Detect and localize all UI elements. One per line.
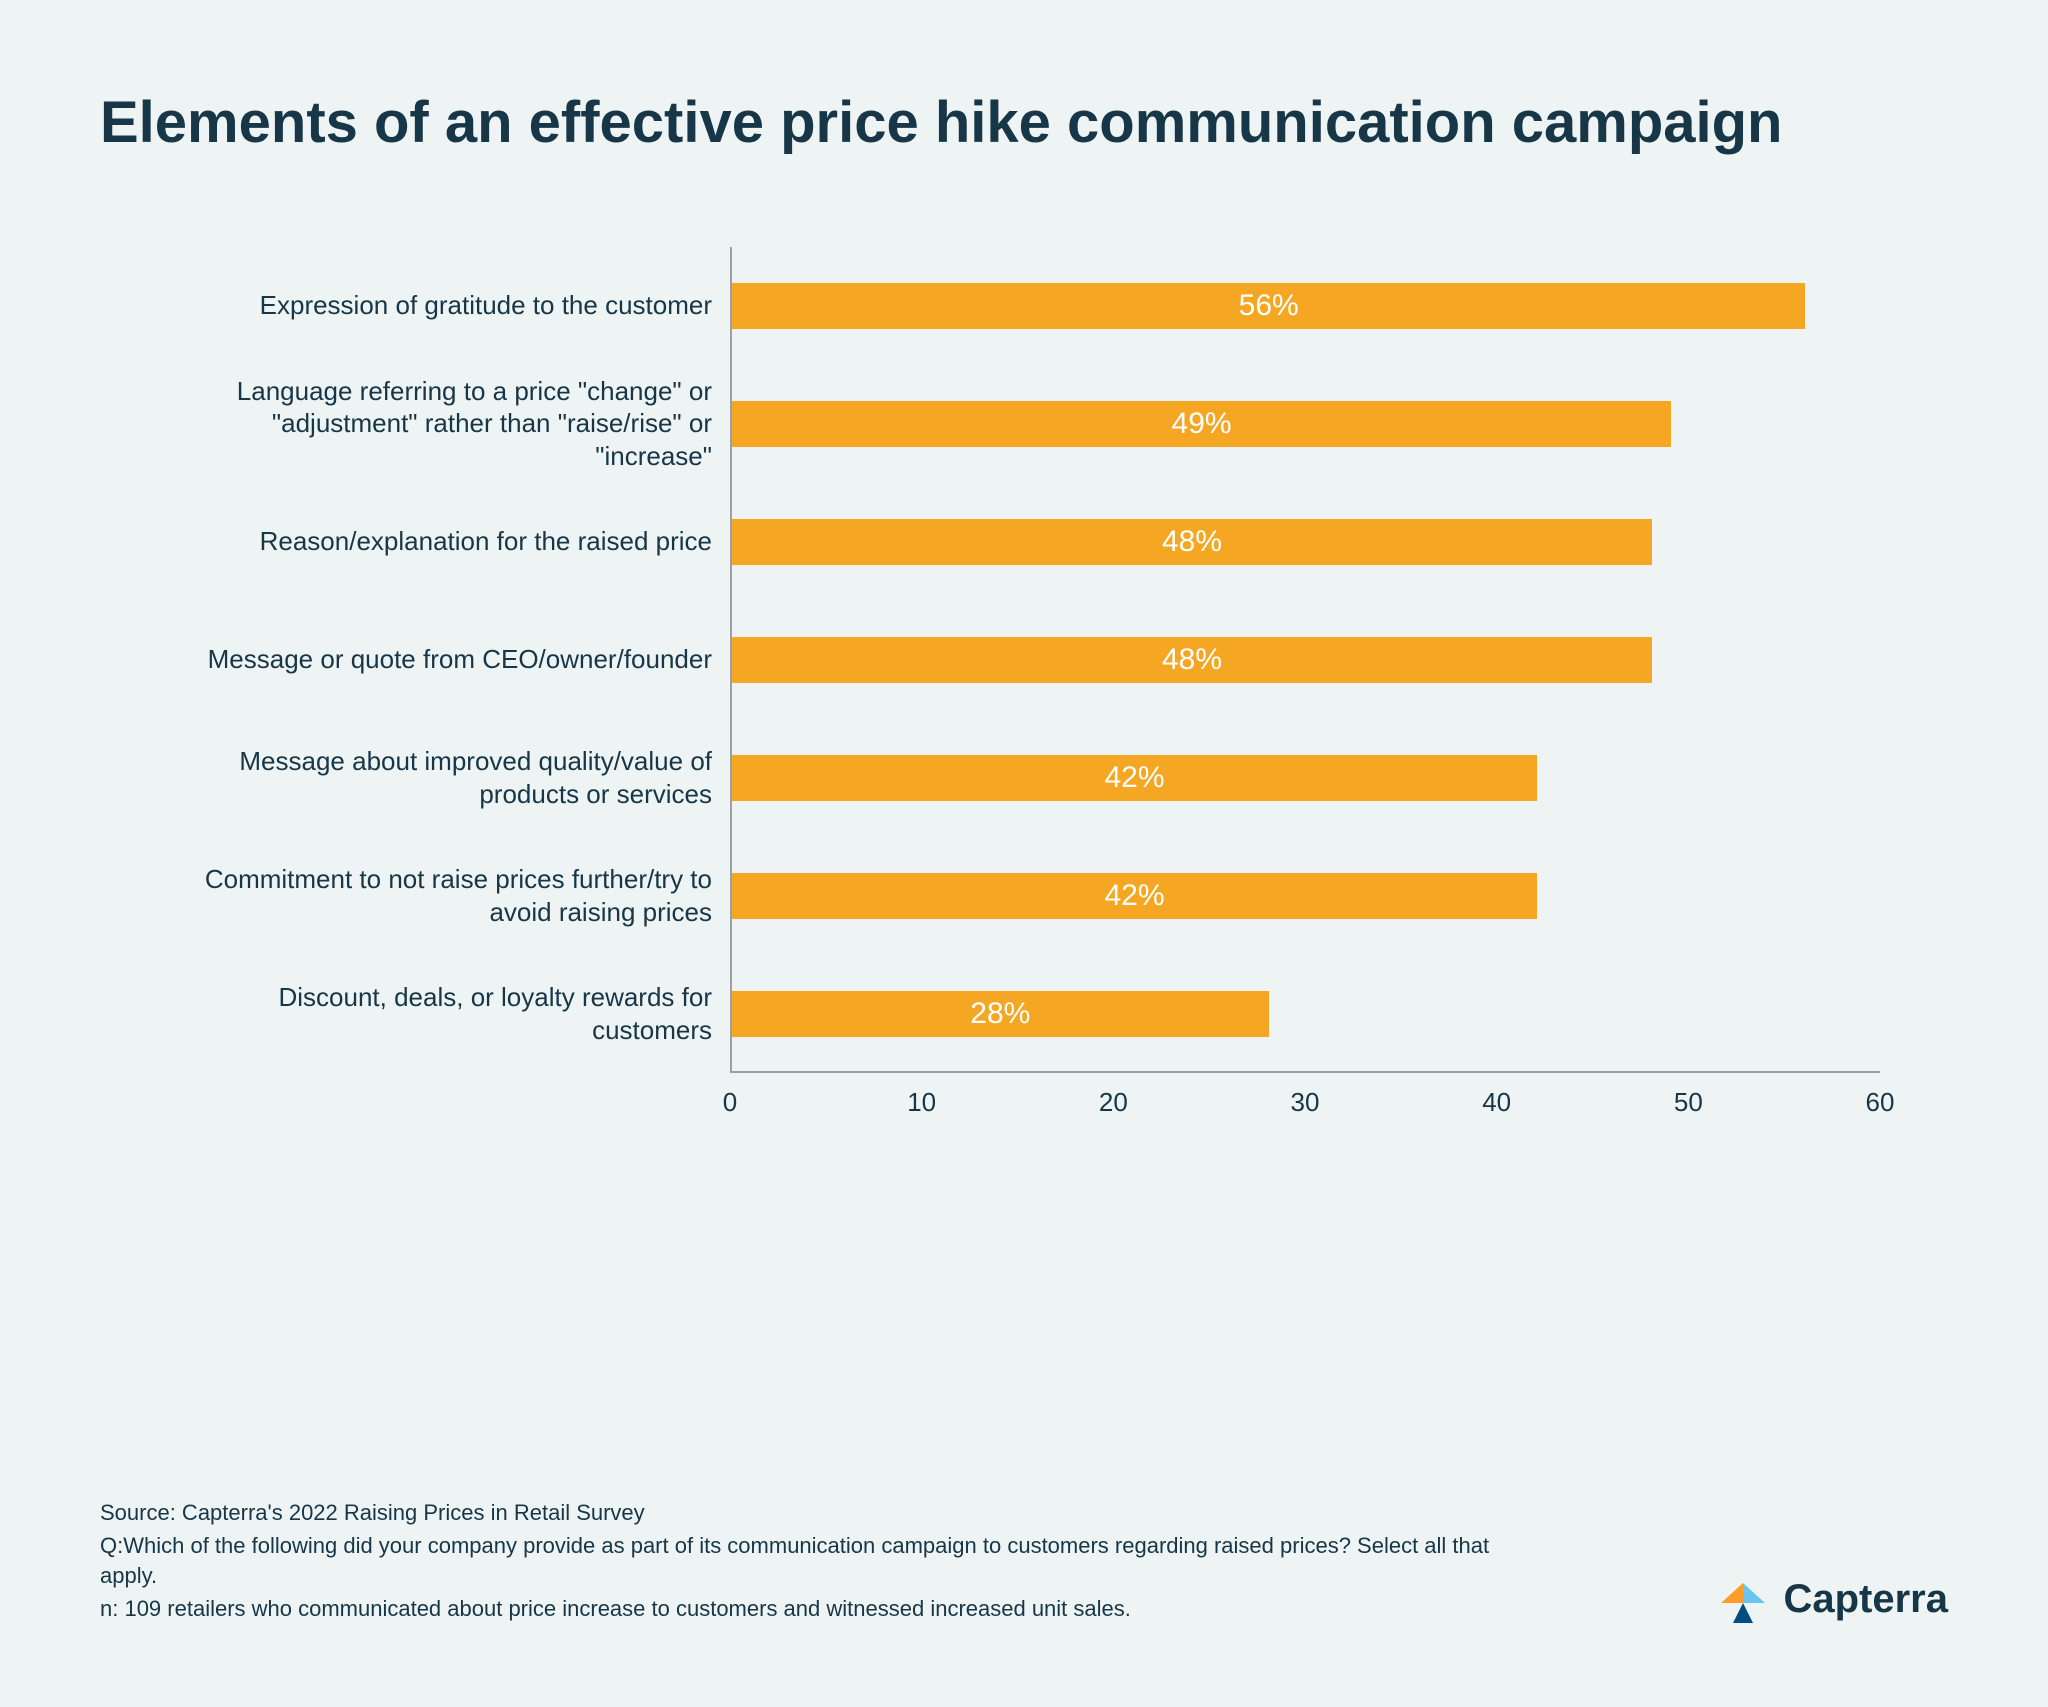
- x-tick-label: 60: [1866, 1087, 1895, 1118]
- plot-column: 56%49%48%48%42%42%28% 0102030405060: [730, 247, 1880, 1123]
- footnote-source: Source: Capterra's 2022 Raising Prices i…: [100, 1498, 1500, 1529]
- logo-text: Capterra: [1783, 1577, 1948, 1622]
- bar: 28%: [732, 991, 1269, 1037]
- category-label-text: Language referring to a price "change" o…: [170, 375, 712, 473]
- category-label: Discount, deals, or loyalty rewards for …: [170, 955, 730, 1073]
- bar-slot: 28%: [732, 955, 1880, 1073]
- category-label: Expression of gratitude to the customer: [170, 247, 730, 365]
- bar: 42%: [732, 755, 1537, 801]
- bar: 48%: [732, 637, 1652, 683]
- category-label: Message or quote from CEO/owner/founder: [170, 601, 730, 719]
- plot-area: 56% 49% 48% 48% 42% 42% 28%: [730, 247, 1880, 1073]
- bar-slot: 42%: [732, 719, 1880, 837]
- x-tick-label: 0: [723, 1087, 737, 1118]
- bar-slot: 49%: [732, 365, 1880, 483]
- category-label: Commitment to not raise prices further/t…: [170, 837, 730, 955]
- footnotes: Source: Capterra's 2022 Raising Prices i…: [100, 1498, 1500, 1627]
- x-tick-label: 20: [1099, 1087, 1128, 1118]
- bar-value-label: 56%: [1239, 289, 1299, 323]
- x-tick-label: 30: [1291, 1087, 1320, 1118]
- category-label: Reason/explanation for the raised price: [170, 483, 730, 601]
- category-label-text: Expression of gratitude to the customer: [260, 289, 712, 322]
- footnote-n: n: 109 retailers who communicated about …: [100, 1594, 1500, 1625]
- x-tick-label: 10: [907, 1087, 936, 1118]
- bar-slot: 48%: [732, 601, 1880, 719]
- bar-slot: 48%: [732, 483, 1880, 601]
- category-label: Language referring to a price "change" o…: [170, 365, 730, 483]
- bar-value-label: 48%: [1162, 643, 1222, 677]
- bar-value-label: 49%: [1172, 407, 1232, 441]
- category-label-text: Message about improved quality/value of …: [170, 745, 712, 810]
- footer: Source: Capterra's 2022 Raising Prices i…: [100, 1498, 1948, 1627]
- category-label-text: Commitment to not raise prices further/t…: [170, 863, 712, 928]
- logo: Capterra: [1715, 1571, 1948, 1627]
- bar-slot: 42%: [732, 837, 1880, 955]
- category-label: Message about improved quality/value of …: [170, 719, 730, 837]
- bar: 42%: [732, 873, 1537, 919]
- bar: 56%: [732, 283, 1805, 329]
- bar-value-label: 42%: [1104, 761, 1164, 795]
- x-tick-label: 40: [1482, 1087, 1511, 1118]
- category-label-text: Discount, deals, or loyalty rewards for …: [170, 981, 712, 1046]
- category-label-text: Reason/explanation for the raised price: [260, 525, 712, 558]
- chart-container: Expression of gratitude to the customer L…: [170, 247, 1948, 1123]
- bar-value-label: 28%: [970, 997, 1030, 1031]
- logo-arrow-icon: [1715, 1571, 1771, 1627]
- category-label-text: Message or quote from CEO/owner/founder: [208, 643, 712, 676]
- category-labels-column: Expression of gratitude to the customer L…: [170, 247, 730, 1123]
- footnote-question: Q:Which of the following did your compan…: [100, 1531, 1500, 1593]
- bar-slot: 56%: [732, 247, 1880, 365]
- x-tick-label: 50: [1674, 1087, 1703, 1118]
- chart-title: Elements of an effective price hike comm…: [100, 90, 1948, 157]
- bar-value-label: 42%: [1104, 879, 1164, 913]
- x-axis: 0102030405060: [730, 1073, 1880, 1123]
- bar: 48%: [732, 519, 1652, 565]
- bar: 49%: [732, 401, 1671, 447]
- bar-value-label: 48%: [1162, 525, 1222, 559]
